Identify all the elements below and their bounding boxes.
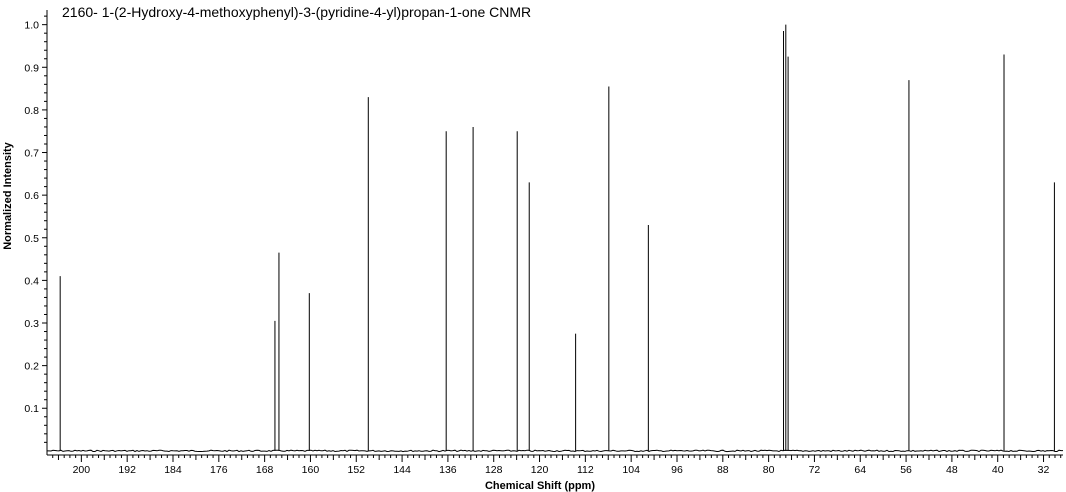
y-tick-label: 0.6 [24, 190, 39, 202]
x-tick-label: 192 [118, 464, 136, 476]
y-tick-label: 0.2 [24, 361, 39, 373]
peak-group [59, 24, 1055, 451]
x-tick-label: 120 [531, 464, 549, 476]
y-tick-label: 0.9 [24, 62, 39, 74]
x-axis-label: Chemical Shift (ppm) [485, 480, 595, 492]
x-tick-label: 80 [763, 464, 775, 476]
y-tick-label: 0.4 [24, 275, 39, 287]
x-axis: 200 192 184 176 168 160 152 144 136 128 120 112 104 9… [47, 454, 1063, 476]
x-tick-label: 128 [485, 464, 503, 476]
plot-area [47, 24, 1063, 453]
x-tick-label: 184 [164, 464, 182, 476]
x-tick-label: 160 [302, 464, 320, 476]
y-tick-label: 0.3 [24, 318, 39, 330]
x-tick-label: 88 [717, 464, 729, 476]
x-tick-label: 144 [393, 464, 411, 476]
x-tick-label: 200 [73, 464, 91, 476]
y-tick-label: 1.0 [24, 20, 39, 32]
y-tick-label: 0.1 [24, 403, 39, 415]
x-tick-label: 168 [256, 464, 274, 476]
y-tick-label: 0.8 [24, 105, 39, 117]
x-tick-label: 152 [348, 464, 366, 476]
x-tick-label: 40 [992, 464, 1004, 476]
x-tick-label: 32 [1038, 464, 1050, 476]
x-tick-label: 104 [622, 464, 640, 476]
x-tick-label: 72 [809, 464, 821, 476]
y-axis: 0.1 0.2 0.3 0.4 0.5 0.6 0.7 0.8 0.9 1.0 [24, 10, 48, 455]
x-tick-label: 96 [671, 464, 683, 476]
y-axis-label: Normalized Intensity [2, 141, 14, 249]
x-tick-label: 48 [946, 464, 958, 476]
x-tick-label: 176 [210, 464, 228, 476]
x-tick-label: 136 [439, 464, 457, 476]
x-tick-label: 64 [854, 464, 866, 476]
y-tick-label: 0.7 [24, 148, 39, 160]
chart-title: 2160- 1-(2-Hydroxy-4-methoxyphenyl)-3-(p… [62, 4, 531, 20]
x-tick-label: 112 [577, 464, 594, 476]
x-tick-label: 56 [900, 464, 912, 476]
spectrum-baseline [47, 449, 1063, 453]
y-tick-label: 0.5 [24, 233, 39, 245]
